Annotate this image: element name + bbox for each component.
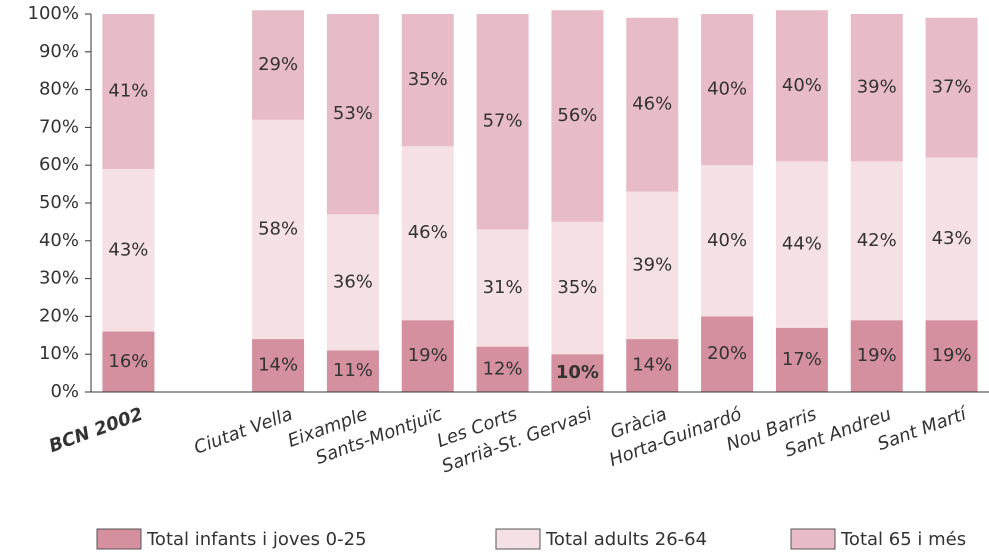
legend-label: Total 65 i més	[840, 529, 966, 550]
bar-segment	[551, 10, 604, 222]
bar-segment	[252, 119, 305, 340]
value-label: 42%	[857, 230, 897, 251]
legend-label: Total adults 26-64	[545, 529, 707, 550]
legend-swatch	[495, 528, 541, 550]
y-tick-label: 10%	[39, 343, 79, 364]
bar-segment	[925, 157, 978, 321]
value-label: 46%	[632, 94, 672, 115]
bar-segment	[476, 346, 529, 392]
value-label: 31%	[483, 277, 523, 298]
value-label: 35%	[557, 277, 597, 298]
value-label: 29%	[258, 54, 298, 75]
value-label: 20%	[707, 343, 747, 364]
value-label: 41%	[108, 80, 148, 101]
y-tick-label: 50%	[39, 192, 79, 213]
value-label: 39%	[632, 254, 672, 275]
y-tick-label: 0%	[50, 381, 79, 402]
bar-segment	[850, 161, 903, 321]
value-label: 14%	[258, 355, 298, 376]
bar-segment	[701, 14, 754, 166]
value-label: 19%	[408, 345, 448, 366]
value-label: 14%	[632, 355, 672, 376]
value-label: 43%	[108, 239, 148, 260]
bar-segment	[701, 316, 754, 392]
bar-segment	[102, 168, 155, 332]
value-label: 35%	[408, 69, 448, 90]
bar-segment	[775, 327, 828, 392]
value-label: 46%	[408, 222, 448, 243]
bar-segment	[850, 320, 903, 392]
legend-swatch	[96, 528, 142, 550]
value-label: 40%	[707, 79, 747, 100]
bar-segment	[775, 161, 828, 328]
legend-label: Total infants i joves 0-25	[146, 529, 367, 550]
bar-segment	[551, 221, 604, 355]
y-tick-label: 40%	[39, 230, 79, 251]
y-tick-label: 20%	[39, 305, 79, 326]
value-label: 16%	[108, 351, 148, 372]
value-label: 56%	[557, 105, 597, 126]
value-label: 53%	[333, 103, 373, 124]
bar-segment	[326, 14, 379, 215]
x-tick-label: Ciutat Vella	[191, 404, 295, 459]
bar-segment	[925, 17, 978, 158]
value-label: 11%	[333, 360, 373, 381]
value-label: 19%	[932, 345, 972, 366]
bar-segment	[476, 14, 529, 230]
y-tick-label: 90%	[39, 41, 79, 62]
value-label: 40%	[782, 75, 822, 96]
bar-segment	[476, 229, 529, 347]
bar-segment	[626, 191, 679, 340]
value-label: 17%	[782, 349, 822, 370]
bar-segment	[551, 354, 604, 392]
bar-segment	[401, 320, 454, 392]
value-label: 19%	[857, 345, 897, 366]
value-label: 43%	[932, 228, 972, 249]
value-label: 10%	[556, 362, 599, 383]
value-label: 44%	[782, 234, 822, 255]
bar-segment	[252, 339, 305, 392]
bar-segment	[102, 14, 155, 169]
y-tick-label: 30%	[39, 268, 79, 289]
bar-segment	[775, 10, 828, 162]
value-label: 36%	[333, 271, 373, 292]
value-label: 57%	[483, 111, 523, 132]
bar-segment	[626, 17, 679, 192]
value-label: 12%	[483, 358, 523, 379]
bar-segment	[326, 214, 379, 351]
bar-segment	[252, 10, 305, 120]
bar-segment	[326, 350, 379, 392]
y-tick-label: 70%	[39, 116, 79, 137]
bar-segment	[401, 146, 454, 321]
value-label: 39%	[857, 77, 897, 98]
bar-segment	[850, 14, 903, 162]
value-label: 58%	[258, 218, 298, 239]
y-tick-label: 60%	[39, 154, 79, 175]
value-label: 40%	[707, 230, 747, 251]
bar-segment	[102, 331, 155, 392]
bar-segment	[701, 165, 754, 317]
x-tick-label: BCN 2002	[46, 404, 146, 457]
bar-segment	[401, 14, 454, 147]
y-tick-label: 100%	[28, 3, 79, 24]
legend-swatch	[790, 528, 836, 550]
bar-segment	[626, 339, 679, 392]
bar-segment	[925, 320, 978, 392]
value-label: 37%	[932, 77, 972, 98]
y-tick-label: 80%	[39, 79, 79, 100]
